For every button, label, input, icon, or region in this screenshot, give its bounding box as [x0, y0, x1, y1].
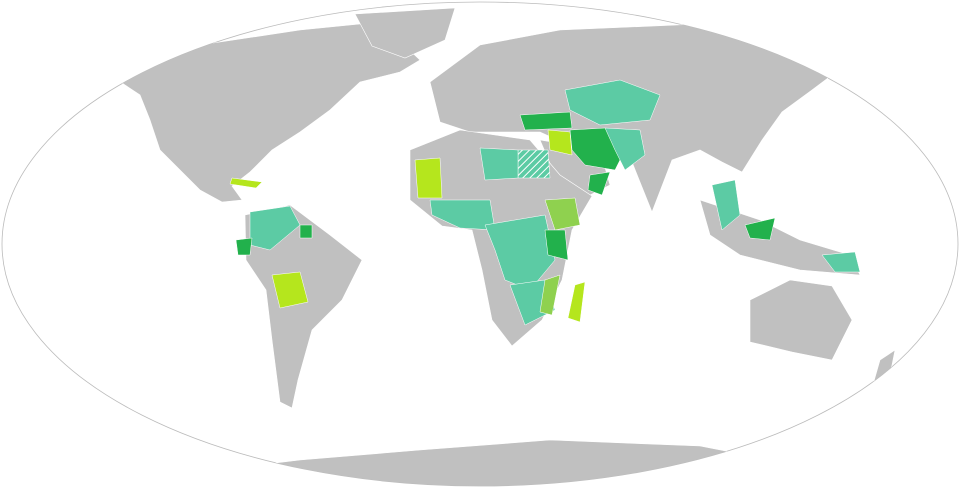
turkey — [519, 111, 573, 131]
kenya — [544, 229, 569, 261]
suriname — [299, 224, 313, 239]
kazakhstan — [564, 79, 661, 126]
papua-new-guinea — [821, 251, 861, 273]
mauritania — [414, 157, 443, 199]
south-america — [244, 204, 363, 409]
oman — [587, 171, 611, 196]
iraq — [547, 129, 573, 156]
malaysia — [744, 217, 776, 241]
landmasses — [109, 7, 896, 486]
cuba — [229, 177, 263, 189]
australia — [749, 279, 853, 361]
greenland — [354, 7, 456, 59]
bolivia — [271, 271, 309, 309]
libya-algeria — [479, 147, 519, 181]
ecuador — [235, 237, 253, 256]
west-africa — [429, 199, 496, 231]
afghanistan-pakistan — [604, 127, 646, 171]
madagascar — [567, 281, 586, 323]
mozambique — [539, 274, 561, 316]
egypt — [517, 149, 551, 179]
southeast-asia — [699, 199, 861, 276]
indochina — [711, 179, 741, 231]
ethiopia — [544, 197, 581, 231]
